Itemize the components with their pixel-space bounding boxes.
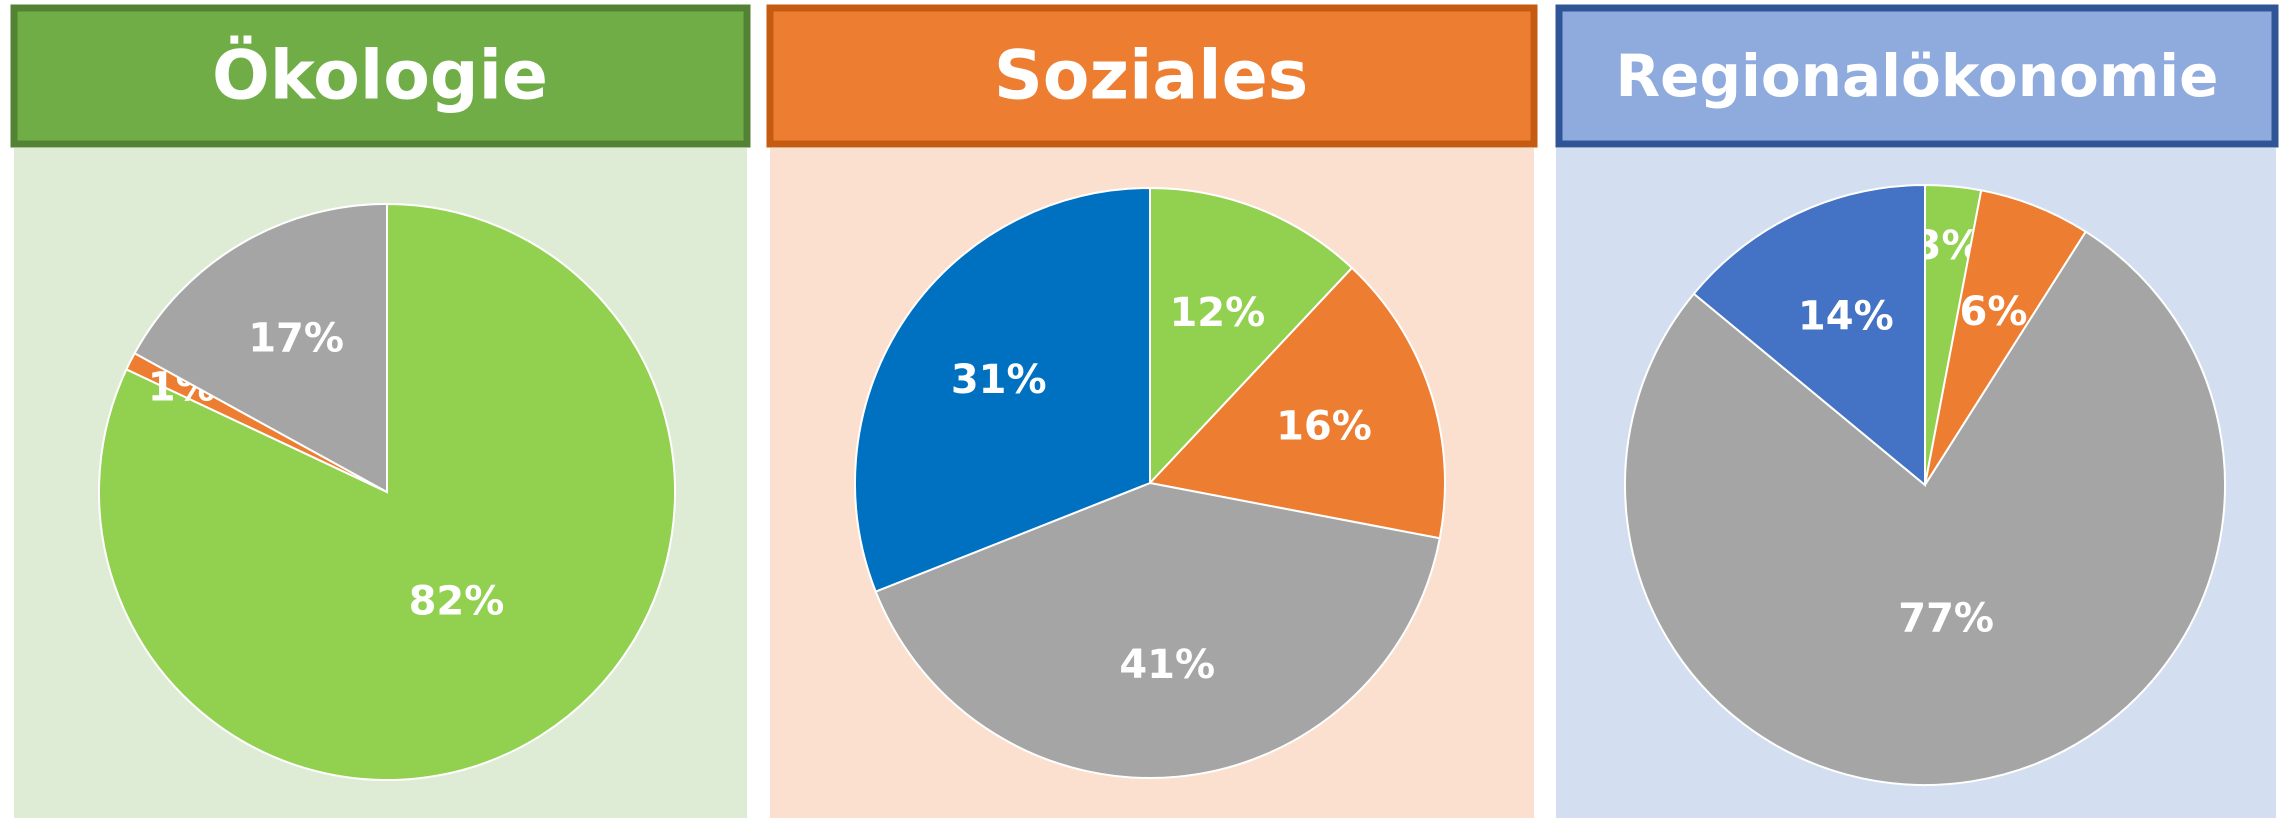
pie-slice (854, 186, 1151, 593)
data-label: 31% (951, 357, 1047, 403)
pie-slice (133, 202, 388, 494)
data-label: 41% (1119, 642, 1215, 688)
pie-slice (1624, 230, 2227, 786)
pie-slice (874, 481, 1441, 779)
pie-slice (1692, 183, 1926, 488)
data-label: 14% (1798, 294, 1894, 340)
chart-title: Soziales (994, 37, 1308, 116)
pie-slice (1149, 186, 1354, 486)
panel-header (10, 4, 751, 148)
data-label: 16% (1276, 403, 1372, 449)
data-label: 6% (1960, 289, 2028, 335)
data-label: 12% (1169, 290, 1265, 336)
pie-slice (1148, 266, 1446, 540)
data-label: 77% (1898, 595, 1994, 641)
panel-header (1555, 4, 2279, 148)
chart-title: Regionalökonomie (1615, 42, 2218, 110)
data-label: 82% (409, 578, 505, 624)
chart-title: Ökologie (212, 36, 548, 116)
data-label: 17% (248, 315, 344, 361)
panel-header (766, 4, 1538, 148)
